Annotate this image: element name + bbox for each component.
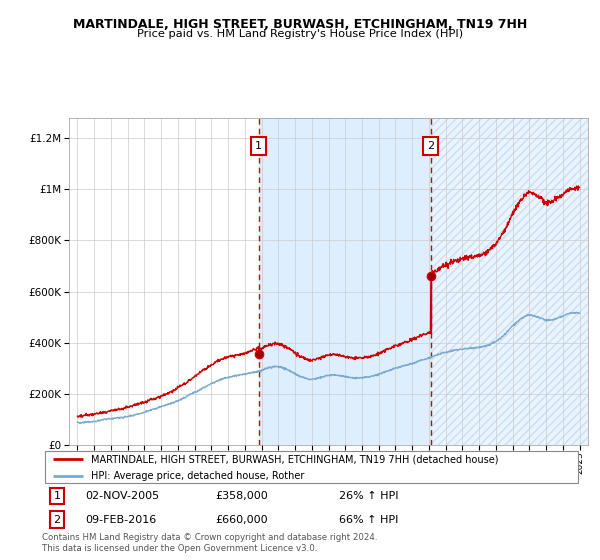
Text: Contains HM Land Registry data © Crown copyright and database right 2024.
This d: Contains HM Land Registry data © Crown c… — [42, 533, 377, 553]
Text: 2: 2 — [53, 515, 61, 525]
Bar — [431, 118, 588, 445]
Text: 1: 1 — [53, 491, 61, 501]
Text: 66% ↑ HPI: 66% ↑ HPI — [339, 515, 398, 525]
Text: 2: 2 — [427, 141, 434, 151]
Text: £660,000: £660,000 — [215, 515, 268, 525]
Text: MARTINDALE, HIGH STREET, BURWASH, ETCHINGHAM, TN19 7HH (detached house): MARTINDALE, HIGH STREET, BURWASH, ETCHIN… — [91, 454, 498, 464]
Text: MARTINDALE, HIGH STREET, BURWASH, ETCHINGHAM, TN19 7HH: MARTINDALE, HIGH STREET, BURWASH, ETCHIN… — [73, 18, 527, 31]
Text: 1: 1 — [255, 141, 262, 151]
Text: 02-NOV-2005: 02-NOV-2005 — [85, 491, 160, 501]
Text: Price paid vs. HM Land Registry's House Price Index (HPI): Price paid vs. HM Land Registry's House … — [137, 29, 463, 39]
Text: £358,000: £358,000 — [215, 491, 268, 501]
Text: 26% ↑ HPI: 26% ↑ HPI — [339, 491, 398, 501]
Text: HPI: Average price, detached house, Rother: HPI: Average price, detached house, Roth… — [91, 471, 304, 480]
Bar — [259, 118, 431, 445]
Text: 09-FEB-2016: 09-FEB-2016 — [85, 515, 157, 525]
FancyBboxPatch shape — [45, 451, 578, 483]
